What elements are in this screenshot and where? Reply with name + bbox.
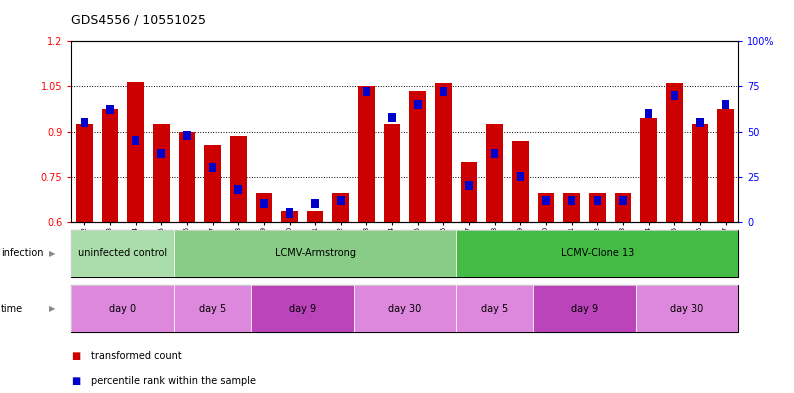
Text: ▶: ▶ xyxy=(49,249,56,258)
Bar xyxy=(645,109,653,118)
Bar xyxy=(671,91,678,100)
Bar xyxy=(132,136,139,145)
Bar xyxy=(311,199,319,208)
Bar xyxy=(564,193,580,222)
Bar xyxy=(183,131,191,140)
Bar xyxy=(127,82,144,222)
Bar xyxy=(512,141,529,222)
Bar xyxy=(538,193,554,222)
Bar xyxy=(251,285,353,332)
Bar xyxy=(71,285,174,332)
Bar xyxy=(256,193,272,222)
Bar xyxy=(410,91,426,222)
Bar xyxy=(281,211,298,222)
Text: day 30: day 30 xyxy=(670,303,703,314)
Text: percentile rank within the sample: percentile rank within the sample xyxy=(91,376,256,386)
Text: ■: ■ xyxy=(71,351,81,361)
Bar xyxy=(491,149,499,158)
Bar xyxy=(306,211,323,222)
Bar xyxy=(568,196,576,205)
Bar xyxy=(435,83,452,222)
Text: uninfected control: uninfected control xyxy=(78,248,168,259)
Bar xyxy=(465,181,472,190)
Bar xyxy=(722,100,730,109)
Text: day 5: day 5 xyxy=(481,303,508,314)
Bar xyxy=(619,196,626,205)
Text: ■: ■ xyxy=(71,376,81,386)
Text: day 5: day 5 xyxy=(199,303,226,314)
Text: transformed count: transformed count xyxy=(91,351,182,361)
Text: time: time xyxy=(1,303,23,314)
Bar xyxy=(388,113,396,122)
Text: infection: infection xyxy=(1,248,44,259)
Bar xyxy=(384,124,400,222)
Bar xyxy=(696,118,703,127)
Bar xyxy=(666,83,683,222)
Bar xyxy=(542,196,549,205)
Bar xyxy=(153,124,170,222)
Bar xyxy=(353,285,457,332)
Bar xyxy=(106,105,114,114)
Bar xyxy=(157,149,165,158)
Bar xyxy=(76,124,93,222)
Bar xyxy=(260,199,268,208)
Bar xyxy=(358,86,375,222)
Bar xyxy=(457,285,534,332)
Bar xyxy=(440,87,447,96)
Bar xyxy=(534,285,636,332)
Bar xyxy=(717,109,734,222)
Bar xyxy=(337,196,345,205)
Bar xyxy=(457,230,738,277)
Bar xyxy=(589,193,606,222)
Bar xyxy=(461,162,477,222)
Text: LCMV-Armstrong: LCMV-Armstrong xyxy=(275,248,356,259)
Bar xyxy=(636,285,738,332)
Bar xyxy=(174,285,251,332)
Bar xyxy=(102,109,118,222)
Bar xyxy=(286,208,293,217)
Text: day 0: day 0 xyxy=(110,303,137,314)
Bar xyxy=(80,118,88,127)
Bar xyxy=(179,132,195,222)
Text: day 9: day 9 xyxy=(289,303,316,314)
Bar xyxy=(333,193,349,222)
Text: ▶: ▶ xyxy=(49,304,56,313)
Bar xyxy=(615,193,631,222)
Bar xyxy=(594,196,601,205)
Bar xyxy=(363,87,370,96)
Text: LCMV-Clone 13: LCMV-Clone 13 xyxy=(561,248,634,259)
Bar xyxy=(234,185,242,194)
Bar xyxy=(487,124,503,222)
Bar xyxy=(414,100,422,109)
Bar xyxy=(230,136,246,222)
Text: GDS4556 / 10551025: GDS4556 / 10551025 xyxy=(71,14,206,27)
Bar xyxy=(692,124,708,222)
Text: day 9: day 9 xyxy=(571,303,598,314)
Bar xyxy=(204,145,221,222)
Bar xyxy=(174,230,457,277)
Bar xyxy=(517,172,524,181)
Bar xyxy=(209,163,216,172)
Bar xyxy=(71,230,174,277)
Bar xyxy=(640,118,657,222)
Text: day 30: day 30 xyxy=(388,303,422,314)
